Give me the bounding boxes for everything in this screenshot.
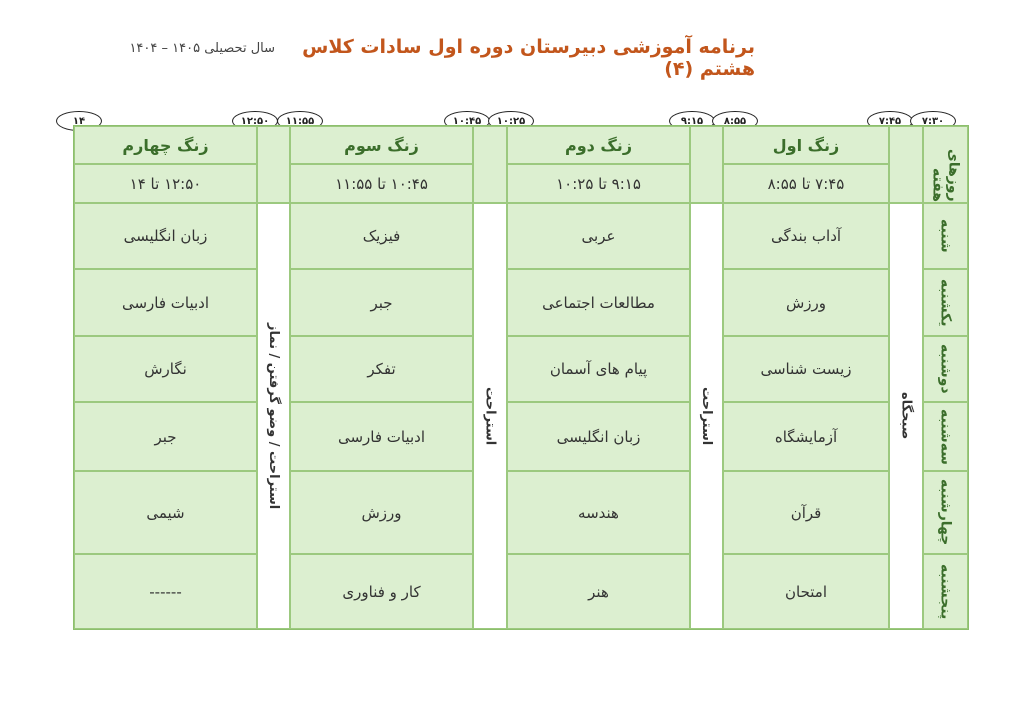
day-label-text: سه‌شنبه xyxy=(937,408,954,465)
bell-header-text: زنگ سوم xyxy=(344,135,419,155)
subject-cell: آداب بندگی xyxy=(723,203,889,269)
break-column: استراحت xyxy=(473,203,507,629)
subject-cell: شیمی xyxy=(74,471,257,554)
bell-time-text: ۹:۱۵ تا ۱۰:۲۵ xyxy=(556,174,641,193)
subject-cell: ------ xyxy=(74,554,257,629)
subject-cell-text: تفکر xyxy=(367,360,396,378)
subject-cell: زیست شناسی xyxy=(723,336,889,402)
day-label-text: شنبه xyxy=(937,219,954,253)
subject-cell-text: قرآن xyxy=(790,503,822,522)
day-label: پنجشنبه xyxy=(923,554,968,629)
subject-cell-text: پیام های آسمان xyxy=(549,360,648,378)
break-column-text: استراحت / وضو گرفتن / نماز xyxy=(266,322,281,510)
subject-cell-text: ادبیات فارسی xyxy=(337,427,426,446)
subject-cell-text: عربی xyxy=(581,227,616,245)
subject-cell: کار و فناوری xyxy=(290,554,473,629)
subject-cell-text: هندسه xyxy=(578,503,619,522)
break-header-cell xyxy=(690,126,723,203)
day-label-text: یکشنبه xyxy=(937,278,954,327)
bell-time: ۱۲:۵۰ تا ۱۴ xyxy=(74,164,257,203)
morning-assembly-column: صبحگاه xyxy=(889,203,923,629)
day-label: چهارشنبه xyxy=(923,471,968,554)
bell-header-text: زنگ اول xyxy=(772,135,840,155)
subject-cell: تفکر xyxy=(290,336,473,402)
subject-cell-text: فیزیک xyxy=(362,227,401,245)
day-label: دوشنبه xyxy=(923,336,968,402)
break-column-text: استراحت xyxy=(482,386,498,446)
subject-cell: نگارش xyxy=(74,336,257,402)
day-label: یکشنبه xyxy=(923,269,968,336)
break-column: استراحت xyxy=(690,203,723,629)
subject-cell: هنر xyxy=(507,554,690,629)
subject-cell-text: آزمایشگاه xyxy=(774,427,838,446)
subject-cell-text: ------ xyxy=(149,582,182,601)
subject-cell: عربی xyxy=(507,203,690,269)
days-header-text: روزهای هفته xyxy=(929,149,962,202)
bell-header: زنگ سوم xyxy=(290,126,473,164)
subject-cell: زبان انگلیسی xyxy=(507,402,690,471)
day-label: سه‌شنبه xyxy=(923,402,968,471)
subject-cell-text: جبر xyxy=(154,427,177,446)
subject-cell: ورزش xyxy=(723,269,889,336)
subject-cell-text: ادبیات فارسی xyxy=(121,293,210,312)
bell-header: زنگ دوم xyxy=(507,126,690,164)
morning-header-cell xyxy=(889,126,923,203)
subject-cell: فیزیک xyxy=(290,203,473,269)
subject-cell-text: شیمی xyxy=(146,503,185,522)
timetable: زنگ اول ۷:۴۵ تا ۸:۵۵ آداب بندگی ورزش زیست شن… xyxy=(73,125,969,630)
bell-time: ۹:۱۵ تا ۱۰:۲۵ xyxy=(507,164,690,203)
subject-cell: مطالعات اجتماعی xyxy=(507,269,690,336)
subject-cell-text: ورزش xyxy=(361,503,402,522)
break-column-text: استراحت xyxy=(699,386,714,446)
days-header: روزهای هفته xyxy=(923,126,968,203)
subject-cell-text: مطالعات اجتماعی xyxy=(542,293,655,312)
subject-cell-text: کار و فناوری xyxy=(342,582,421,601)
bell-header-text: زنگ چهارم xyxy=(122,135,209,155)
bell-time-text: ۷:۴۵ تا ۸:۵۵ xyxy=(767,174,845,193)
subject-cell-text: زبان انگلیسی xyxy=(556,427,641,446)
subject-cell: زبان انگلیسی xyxy=(74,203,257,269)
bell-time-text: ۱۰:۴۵ تا ۱۱:۵۵ xyxy=(335,174,428,193)
subject-cell-text: آداب بندگی xyxy=(770,227,842,245)
subject-cell: ورزش xyxy=(290,471,473,554)
day-label-text: چهارشنبه xyxy=(937,479,954,546)
bell-time: ۷:۴۵ تا ۸:۵۵ xyxy=(723,164,889,203)
subject-cell: امتحان xyxy=(723,554,889,629)
subject-cell: هندسه xyxy=(507,471,690,554)
subject-cell: جبر xyxy=(290,269,473,336)
bell-time: ۱۰:۴۵ تا ۱۱:۵۵ xyxy=(290,164,473,203)
subject-cell-text: امتحان xyxy=(785,582,827,601)
bell-header-text: زنگ دوم xyxy=(564,135,633,155)
subject-cell: ادبیات فارسی xyxy=(74,269,257,336)
subject-cell-text: ورزش xyxy=(785,293,827,312)
subject-cell-text: هنر xyxy=(588,582,609,601)
day-label-text: دوشنبه xyxy=(937,344,954,394)
page-title: برنامه آموزشی دبیرستان دوره اول سادات کل… xyxy=(302,36,755,80)
bell-header: زنگ اول xyxy=(723,126,889,164)
subject-cell-text: زبان انگلیسی xyxy=(123,227,208,245)
break-header-cell xyxy=(473,126,507,203)
subject-cell: جبر xyxy=(74,402,257,471)
subject-cell: قرآن xyxy=(723,471,889,554)
day-label: شنبه xyxy=(923,203,968,269)
subject-cell-text: جبر xyxy=(370,293,393,312)
morning-assembly-column-text: صبحگاه xyxy=(898,392,914,440)
subject-cell: آزمایشگاه xyxy=(723,402,889,471)
bell-time-text: ۱۲:۵۰ تا ۱۴ xyxy=(129,174,202,193)
break-column: استراحت / وضو گرفتن / نماز xyxy=(257,203,290,629)
academic-year: سال تحصیلی ۱۴۰۵ – ۱۴۰۴ xyxy=(129,41,275,56)
bell-header: زنگ چهارم xyxy=(74,126,257,164)
subject-cell-text: زیست شناسی xyxy=(760,360,852,378)
subject-cell: پیام های آسمان xyxy=(507,336,690,402)
subject-cell-text: نگارش xyxy=(144,360,187,378)
day-label-text: پنجشنبه xyxy=(937,563,954,620)
break-header-cell xyxy=(257,126,290,203)
subject-cell: ادبیات فارسی xyxy=(290,402,473,471)
